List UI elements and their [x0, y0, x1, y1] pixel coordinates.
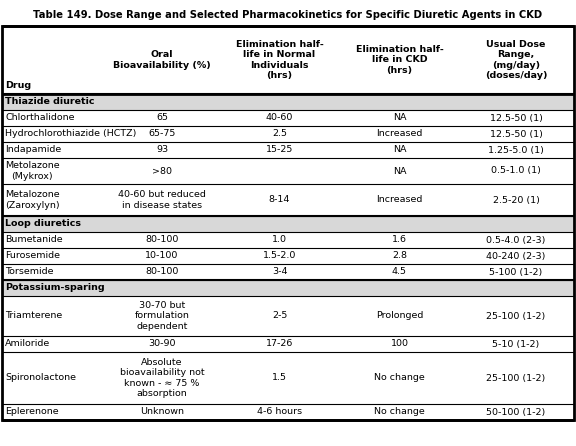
Text: Prolonged: Prolonged [376, 311, 423, 321]
Bar [2, 232, 574, 248]
Text: Unknown: Unknown [140, 408, 184, 417]
Text: NA: NA [393, 166, 406, 175]
Text: 12.5-50 (1): 12.5-50 (1) [490, 113, 543, 123]
Text: 50-100 (1-2): 50-100 (1-2) [486, 408, 545, 417]
Text: 40-240 (2-3): 40-240 (2-3) [486, 252, 545, 260]
Text: Torsemide: Torsemide [5, 268, 54, 277]
Text: 30-70 but
formulation
dependent: 30-70 but formulation dependent [135, 301, 190, 331]
Text: 0.5-1.0 (1): 0.5-1.0 (1) [491, 166, 541, 175]
Text: 100: 100 [391, 339, 408, 348]
Text: Table 149. Dose Range and Selected Pharmacokinetics for Specific Diuretic Agents: Table 149. Dose Range and Selected Pharm… [33, 10, 543, 20]
Bar [2, 142, 574, 158]
Text: Amiloride: Amiloride [5, 339, 50, 348]
Text: 17-26: 17-26 [266, 339, 293, 348]
Bar [2, 264, 574, 280]
Text: 65: 65 [156, 113, 168, 123]
Text: 1.5-2.0: 1.5-2.0 [263, 252, 296, 260]
Bar [2, 352, 574, 404]
Bar [2, 110, 574, 126]
Text: 30-90: 30-90 [148, 339, 176, 348]
Text: 4-6 hours: 4-6 hours [257, 408, 302, 417]
Text: Metolazone
(Mykrox): Metolazone (Mykrox) [5, 161, 60, 181]
Text: 5-10 (1-2): 5-10 (1-2) [492, 339, 540, 348]
Text: 1.6: 1.6 [392, 235, 407, 244]
Text: 65-75: 65-75 [148, 129, 176, 139]
Text: Chlorthalidone: Chlorthalidone [5, 113, 74, 123]
Text: 25-100 (1-2): 25-100 (1-2) [486, 373, 545, 383]
Text: Usual Dose
Range,
(mg/day)
(doses/day): Usual Dose Range, (mg/day) (doses/day) [485, 40, 547, 80]
Text: 10-100: 10-100 [145, 252, 179, 260]
Text: 12.5-50 (1): 12.5-50 (1) [490, 129, 543, 139]
Text: Bumetanide: Bumetanide [5, 235, 63, 244]
Bar [2, 404, 574, 420]
Text: Eplerenone: Eplerenone [5, 408, 59, 417]
Text: 80-100: 80-100 [145, 235, 179, 244]
Bar [2, 94, 574, 110]
Bar [2, 280, 574, 296]
Bar [2, 126, 574, 142]
Text: 40-60 but reduced
in disease states: 40-60 but reduced in disease states [118, 190, 206, 210]
Text: Elimination half-
life in CKD
(hrs): Elimination half- life in CKD (hrs) [355, 45, 444, 75]
Text: Thiazide diuretic: Thiazide diuretic [5, 98, 94, 107]
Text: Indapamide: Indapamide [5, 145, 61, 154]
Text: 3-4: 3-4 [272, 268, 287, 277]
Text: NA: NA [393, 113, 406, 123]
Text: Potassium-sparing: Potassium-sparing [5, 284, 105, 293]
Text: 1.25-5.0 (1): 1.25-5.0 (1) [488, 145, 544, 154]
Text: >80: >80 [152, 166, 172, 175]
Bar [2, 296, 574, 336]
Bar [2, 26, 574, 420]
Text: Hydrochlorothiazide (HCTZ): Hydrochlorothiazide (HCTZ) [5, 129, 137, 139]
Text: 1.5: 1.5 [272, 373, 287, 383]
Text: 2.5-20 (1): 2.5-20 (1) [492, 195, 540, 205]
Text: No change: No change [374, 408, 425, 417]
Text: 0.5-4.0 (2-3): 0.5-4.0 (2-3) [486, 235, 545, 244]
Text: 2.5: 2.5 [272, 129, 287, 139]
Text: 2-5: 2-5 [272, 311, 287, 321]
Bar [2, 158, 574, 184]
Bar [2, 336, 574, 352]
Text: Metalozone
(Zaroxylyn): Metalozone (Zaroxylyn) [5, 190, 60, 210]
Text: 25-100 (1-2): 25-100 (1-2) [486, 311, 545, 321]
Bar [2, 216, 574, 232]
Bar [2, 248, 574, 264]
Text: 4.5: 4.5 [392, 268, 407, 277]
Text: 40-60: 40-60 [266, 113, 293, 123]
Text: No change: No change [374, 373, 425, 383]
Text: 8-14: 8-14 [269, 195, 290, 205]
Text: 80-100: 80-100 [145, 268, 179, 277]
Text: 2.8: 2.8 [392, 252, 407, 260]
Text: Elimination half-
life in Normal
Individuals
(hrs): Elimination half- life in Normal Individ… [236, 40, 323, 80]
Text: Furosemide: Furosemide [5, 252, 60, 260]
Text: Absolute
bioavailability not
known - ≈ 75 %
absorption: Absolute bioavailability not known - ≈ 7… [120, 358, 204, 398]
Text: Oral
Bioavailability (%): Oral Bioavailability (%) [113, 50, 211, 70]
Text: 15-25: 15-25 [266, 145, 293, 154]
Text: 1.0: 1.0 [272, 235, 287, 244]
Text: NA: NA [393, 145, 406, 154]
Text: Drug: Drug [5, 81, 31, 90]
Text: Loop diuretics: Loop diuretics [5, 219, 81, 228]
Text: 5-100 (1-2): 5-100 (1-2) [490, 268, 543, 277]
Text: Triamterene: Triamterene [5, 311, 62, 321]
Bar [2, 184, 574, 216]
Text: 93: 93 [156, 145, 168, 154]
Text: Spironolactone: Spironolactone [5, 373, 76, 383]
Text: Increased: Increased [376, 129, 423, 139]
Text: Increased: Increased [376, 195, 423, 205]
